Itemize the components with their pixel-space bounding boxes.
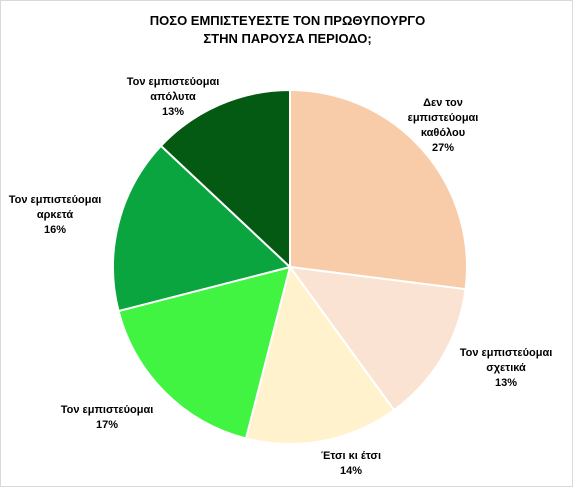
slice-value-label: 27% bbox=[431, 142, 455, 154]
slice-label-4: Τον εμπιστεύομαι αρκετά 16% bbox=[0, 193, 115, 238]
slice-label-text: Τον εμπιστεύομαι bbox=[60, 404, 154, 416]
chart-title-line-2: ΣΤΗΝ ΠΑΡΟΥΣΑ ΠΕΡΙΟΔΟ; bbox=[203, 31, 372, 46]
slice-label-text: αρκετά bbox=[36, 209, 74, 221]
slice-label-5: Τον εμπιστεύομαι απόλυτα 13% bbox=[113, 75, 233, 120]
slice-label-text: απόλυτα bbox=[150, 91, 196, 103]
slice-label-text: Τον εμπιστεύομαι bbox=[126, 76, 220, 88]
slice-value-label: 13% bbox=[494, 377, 518, 389]
slice-label-text: σχετικά bbox=[486, 362, 526, 374]
slice-label-text: εμπιστεύομαι bbox=[407, 112, 479, 124]
slice-label-0: Δεν τον εμπιστεύομαι καθόλου 27% bbox=[388, 96, 498, 156]
slice-label-3: Τον εμπιστεύομαι 17% bbox=[47, 403, 167, 433]
slice-label-text: Τον εμπιστεύομαι bbox=[8, 194, 102, 206]
slice-label-text: Δεν τον bbox=[423, 97, 463, 109]
pie-slice-5 bbox=[159, 88, 291, 270]
slice-value-label: 14% bbox=[339, 465, 363, 477]
slice-value-label: 13% bbox=[161, 106, 185, 118]
slice-label-2: Έτσι κι έτσι 14% bbox=[306, 449, 396, 479]
pie-slice-4 bbox=[112, 144, 293, 313]
slice-value-label: 16% bbox=[43, 224, 67, 236]
slice-label-text: Έτσι κι έτσι bbox=[320, 450, 382, 462]
slice-label-text: καθόλου bbox=[420, 127, 466, 139]
pie-slice-3 bbox=[117, 265, 292, 440]
pie-slice-1 bbox=[287, 265, 467, 412]
slice-label-1: Τον εμπιστεύομαι σχετικά 13% bbox=[446, 346, 566, 391]
chart-title-line-1: ΠΟΣΟ ΕΜΠΙΣΤΕΥΕΣΤΕ ΤΟΝ ΠΡΩΘΥΠΟΥΡΓΟ bbox=[149, 13, 426, 28]
slice-label-text: Τον εμπιστεύομαι bbox=[459, 347, 553, 359]
pie-slice-0 bbox=[289, 88, 468, 291]
slice-value-label: 17% bbox=[95, 419, 119, 431]
pie-slice-2 bbox=[244, 264, 396, 445]
